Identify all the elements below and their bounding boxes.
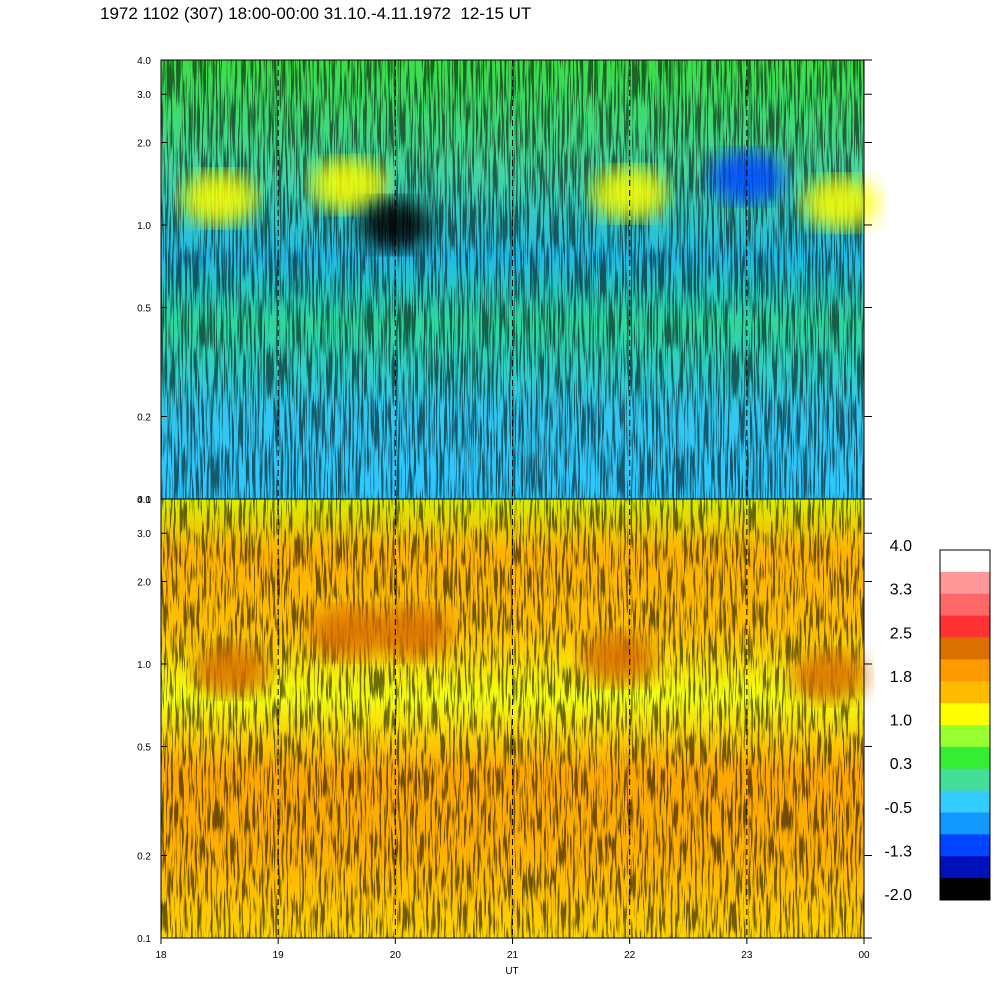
heatmap-feature [193,644,270,697]
y-tick-label: 1.0 [137,660,151,671]
y-tick-label: 2.0 [137,577,151,588]
upper-panel: 0.1 0.2 0.5 1.0 2.0 3.0 4.0 [137,56,879,506]
x-tick-label: 19 [273,950,285,961]
heatmap-feature [708,150,785,203]
y-tick-label: 0.5 [137,303,151,314]
heatmap-feature [374,606,451,659]
y-tick-label: 1.0 [137,221,151,232]
upper-y-axis: 0.1 0.2 0.5 1.0 2.0 3.0 4.0 [137,56,872,506]
colorbar-label: -2.0 [884,887,912,904]
upper-dashed-lines [277,60,748,499]
y-tick-label: 0.1 [137,934,151,945]
colorbar-swatch [940,812,990,835]
colorbar-swatch [940,659,990,682]
y-tick-label: 0.2 [137,413,151,424]
y-tick-label: 4.0 [137,495,151,506]
colorbar-label: 0.3 [890,756,912,773]
heatmap-feature [310,606,387,659]
colorbar-swatch [940,746,990,770]
colorbar-swatch [940,878,990,901]
heatmap-feature [181,172,258,225]
lower-feature-layer [193,606,867,703]
colorbar-swatch [940,637,990,660]
x-tick-label: 00 [858,950,870,961]
heatmap-feature [790,650,867,703]
colorbar-swatch [940,790,990,813]
colorbar: 4.0 3.3 2.5 1.8 1.0 0.3 -0.5 -1.3 -2.0 [884,538,991,904]
colorbar-swatch [940,681,990,704]
x-tick-label: 23 [741,950,753,961]
colorbar-swatch [940,725,990,748]
colorbar-label: 3.3 [890,582,912,599]
colorbar-label: 2.5 [890,625,912,642]
colorbar-label: 4.0 [890,538,912,555]
colorbar-swatch [940,571,990,595]
lower-dashed-lines [277,499,748,938]
y-tick-label: 0.1 [137,495,151,506]
heatmap-feature [802,177,879,230]
lower-y-axis: 0.1 0.2 0.5 1.0 2.0 3.0 4.0 [137,495,872,945]
colorbar-label: -1.3 [884,843,912,860]
x-axis: 18 19 20 21 22 23 00 [155,938,870,961]
colorbar-swatch [940,550,990,573]
colorbar-label: 1.0 [890,713,912,730]
y-tick-label: 3.0 [137,529,151,540]
colorbar-swatch [940,834,990,857]
y-tick-label: 2.0 [137,138,151,149]
x-axis-label: UT [505,966,518,977]
y-tick-label: 0.5 [137,742,151,753]
heatmap-feature [310,158,387,211]
colorbar-label: 1.8 [890,669,912,686]
colorbar-label: -0.5 [884,800,912,817]
chart-title: 1972 1102 (307) 18:00-00:00 31.10.-4.11.… [100,4,532,23]
colorbar-frame [939,549,991,901]
x-tick-label: 18 [155,950,167,961]
colorbar-swatch [940,768,990,792]
colorbar-swatch [940,615,990,638]
colorbar-swatch [940,703,990,726]
y-tick-label: 0.2 [137,852,151,863]
y-tick-label: 3.0 [137,90,151,101]
y-tick-label: 4.0 [137,56,151,67]
colorbar-swatch [940,593,990,617]
x-tick-label: 22 [624,950,636,961]
colorbar-swatch [940,856,990,879]
x-tick-label: 20 [390,950,402,961]
heatmap-feature [579,632,656,685]
lower-panel: 0.1 0.2 0.5 1.0 2.0 3.0 4.0 [137,495,872,945]
x-tick-label: 21 [507,950,519,961]
